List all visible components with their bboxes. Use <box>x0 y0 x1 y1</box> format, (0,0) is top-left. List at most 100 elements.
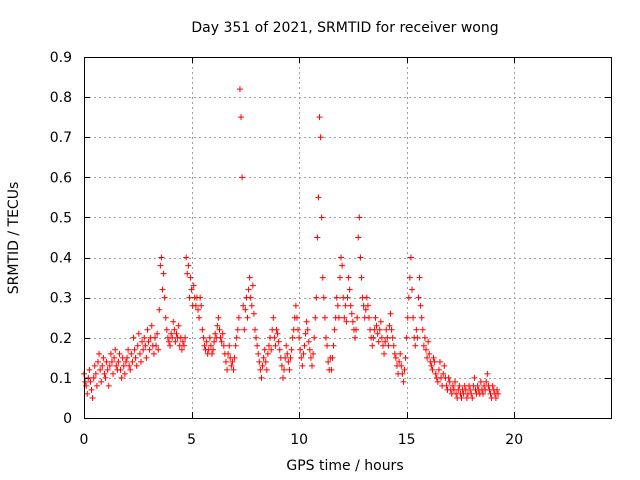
data-point <box>477 378 484 385</box>
data-point <box>121 370 128 377</box>
data-point <box>140 346 147 353</box>
data-point <box>275 338 282 345</box>
data-point <box>370 334 377 341</box>
data-point <box>153 342 160 349</box>
data-point <box>492 394 499 401</box>
data-point <box>318 214 325 221</box>
data-point <box>305 338 312 345</box>
data-point <box>480 390 487 397</box>
data-point <box>458 394 465 401</box>
data-point <box>405 294 412 301</box>
data-point <box>378 334 385 341</box>
data-point <box>236 86 243 93</box>
data-point <box>231 354 238 361</box>
data-point <box>390 342 397 349</box>
data-point <box>154 330 161 337</box>
data-point <box>110 370 117 377</box>
data-point <box>116 350 123 357</box>
data-point <box>483 378 490 385</box>
data-point <box>410 314 417 321</box>
data-point <box>435 366 442 373</box>
data-point <box>398 362 405 369</box>
data-point <box>249 282 256 289</box>
data-point <box>93 382 100 389</box>
data-point <box>159 286 166 293</box>
data-point <box>389 334 396 341</box>
data-point <box>357 254 364 261</box>
data-point <box>87 378 94 385</box>
data-point <box>404 314 411 321</box>
data-point <box>130 334 137 341</box>
data-point <box>316 114 323 121</box>
data-point <box>342 302 349 309</box>
data-point <box>228 362 235 369</box>
data-point <box>128 350 135 357</box>
data-point <box>133 362 140 369</box>
data-point <box>235 314 242 321</box>
data-point <box>155 346 162 353</box>
data-point <box>436 358 443 365</box>
data-point <box>168 330 175 337</box>
data-point <box>372 314 379 321</box>
data-point <box>260 354 267 361</box>
data-point <box>423 346 430 353</box>
data-point <box>132 354 139 361</box>
data-point <box>98 378 105 385</box>
data-point <box>484 370 491 377</box>
data-point <box>151 334 158 341</box>
data-point <box>199 326 206 333</box>
data-point <box>322 334 329 341</box>
data-point <box>297 346 304 353</box>
data-point <box>178 346 185 353</box>
data-point <box>186 294 193 301</box>
data-point <box>91 362 98 369</box>
data-point <box>192 302 199 309</box>
data-point <box>224 366 231 373</box>
data-point <box>120 362 127 369</box>
y-tick-label: 0.5 <box>50 210 72 226</box>
data-point <box>417 302 424 309</box>
data-point <box>302 330 309 337</box>
data-point <box>375 338 382 345</box>
data-point <box>299 362 306 369</box>
data-point <box>262 358 269 365</box>
data-point <box>321 314 328 321</box>
data-point <box>171 326 178 333</box>
data-point <box>493 386 500 393</box>
data-point <box>334 302 341 309</box>
data-point <box>288 346 295 353</box>
data-point <box>165 338 172 345</box>
data-point <box>167 342 174 349</box>
data-point <box>345 274 352 281</box>
data-point <box>429 366 436 373</box>
data-point <box>333 294 340 301</box>
data-point <box>369 342 376 349</box>
data-point <box>273 326 280 333</box>
data-point <box>85 374 92 381</box>
data-point <box>264 350 271 357</box>
data-point <box>184 270 191 277</box>
data-point <box>409 286 416 293</box>
data-point <box>239 174 246 181</box>
data-point <box>383 326 390 333</box>
data-point <box>270 314 277 321</box>
data-point <box>468 390 475 397</box>
y-tick-label: 0.3 <box>50 291 72 307</box>
data-point <box>379 342 386 349</box>
data-point <box>136 350 143 357</box>
data-point <box>352 334 359 341</box>
axis-ticks <box>84 57 611 419</box>
y-tick-label: 0.9 <box>50 50 72 66</box>
data-point <box>443 382 450 389</box>
data-point <box>108 358 115 365</box>
data-point <box>303 318 310 325</box>
data-point <box>179 338 186 345</box>
data-point <box>170 318 177 325</box>
y-tick-label: 0.8 <box>50 90 72 106</box>
data-point <box>319 274 326 281</box>
data-point <box>304 326 311 333</box>
data-point <box>343 318 350 325</box>
data-point <box>258 374 265 381</box>
data-point <box>329 354 336 361</box>
data-point <box>287 354 294 361</box>
